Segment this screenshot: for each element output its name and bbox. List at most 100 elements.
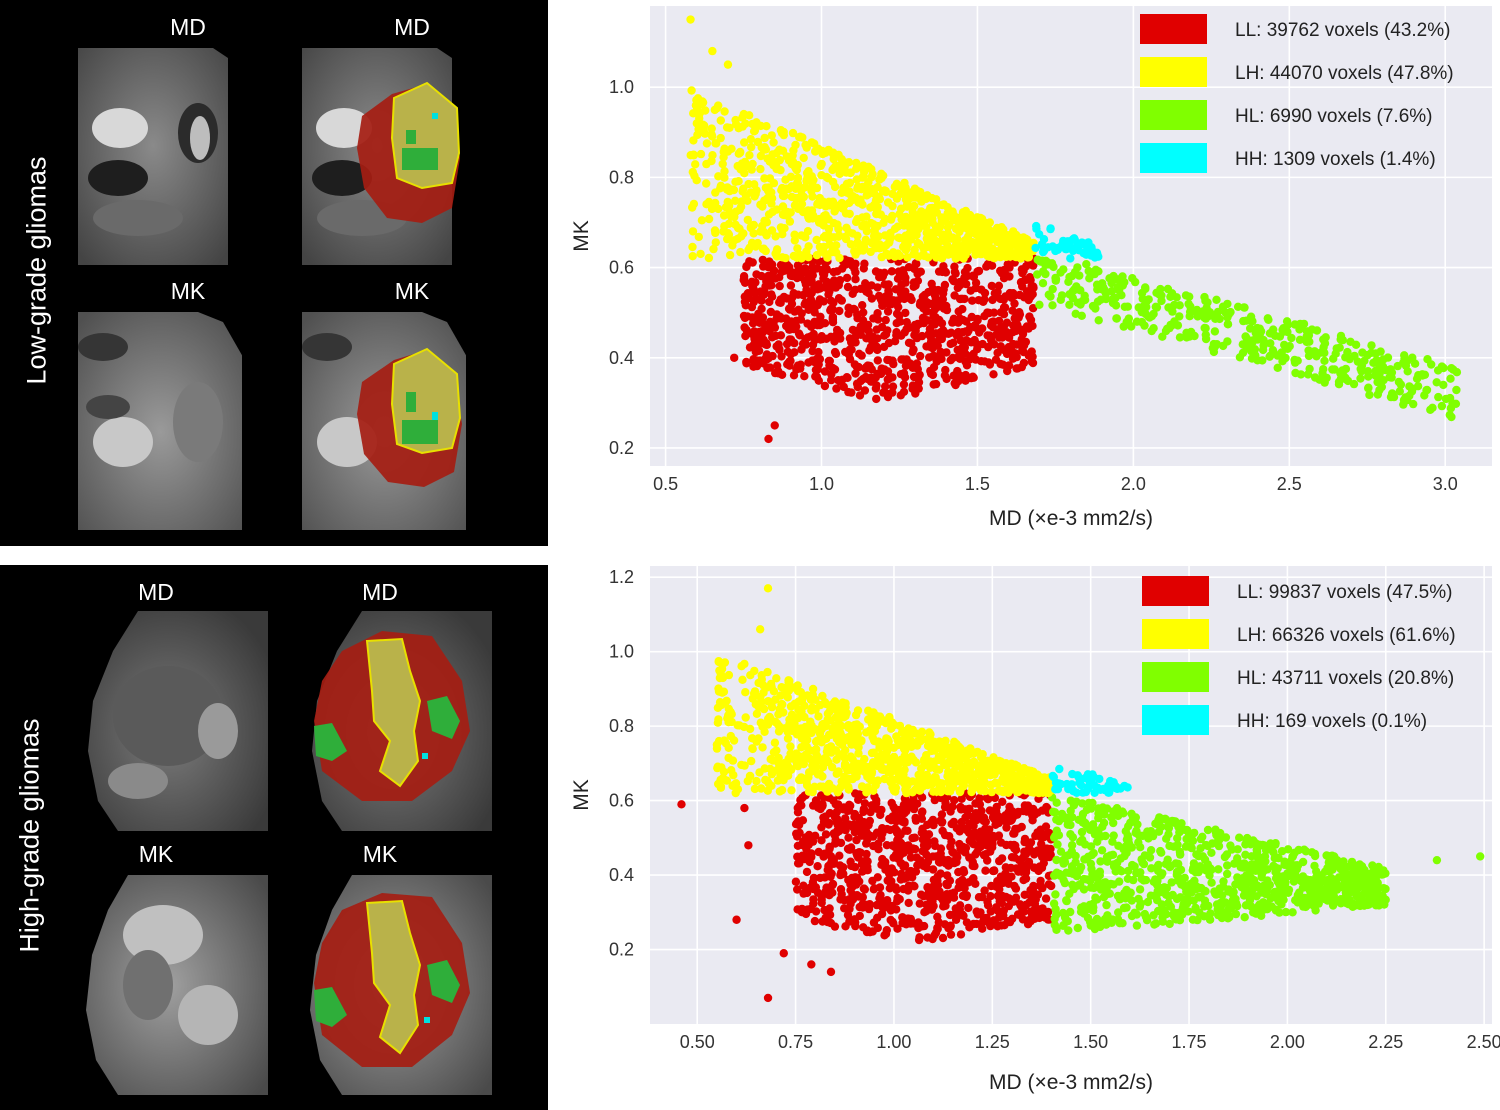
scatter-point-hl (1207, 878, 1216, 887)
scatter-point-lh (696, 149, 706, 159)
scatter-point-lh (869, 231, 879, 241)
x-tick-label: 3.0 (1433, 474, 1458, 494)
scatter-point-hl (1287, 333, 1296, 343)
scatter-point-lh (697, 216, 707, 225)
scatter-point-hl (1278, 325, 1287, 334)
scatter-point-ll (759, 290, 769, 299)
scatter-point-ll (865, 928, 875, 937)
scatter-point-ll (774, 369, 783, 378)
scatter-point-ll (940, 802, 950, 812)
scatter-point-lh (941, 216, 950, 225)
scatter-point-hl (1052, 925, 1061, 934)
scatter-point-ll (915, 899, 924, 908)
scatter-point-lh (712, 104, 722, 113)
scatter-point-lh (858, 173, 867, 182)
scatter-point-ll (919, 841, 929, 850)
y-tick-label: 0.2 (609, 940, 634, 960)
scatter-point-hl (1099, 818, 1109, 828)
scatter-point-hh (1080, 239, 1089, 248)
scatter-point-hl (1337, 883, 1346, 892)
scatter-point-hl (1157, 296, 1166, 306)
scatter-point-hl (1286, 867, 1295, 876)
scatter-point-ll (913, 861, 922, 870)
scatter-point-lh (964, 775, 973, 784)
scatter-point-ll (968, 372, 977, 381)
scatter-point-hl (1288, 851, 1298, 861)
mri-md-overlay-image (312, 611, 492, 831)
scatter-point-ll (785, 305, 795, 314)
scatter-point-hl (1098, 803, 1108, 812)
scatter-point-lh (902, 219, 911, 228)
scatter-point-hl (1226, 904, 1236, 913)
scatter-point-ll (894, 834, 903, 844)
scatter-point-ll (1024, 351, 1033, 360)
scatter-point-lh (804, 768, 814, 777)
scatter-point-ll (775, 281, 784, 291)
scatter-point-lh (1035, 778, 1044, 787)
scatter-point-hl (1146, 846, 1156, 855)
scatter-point-ll (988, 866, 998, 876)
scatter-point-hl (1386, 369, 1395, 378)
scatter-point-ll (923, 933, 932, 942)
scatter-point-ll (1006, 811, 1016, 820)
scatter-point-ll (970, 861, 979, 871)
scatter-point-lh (934, 752, 943, 762)
scatter-point-ll (908, 873, 917, 882)
scatter-point-lh (941, 736, 950, 745)
scatter-point-ll (974, 893, 984, 902)
scatter-point-hl (1437, 362, 1447, 371)
scatter-point-lh (725, 123, 734, 132)
scatter-point-lh (711, 188, 720, 197)
scatter-point-lh (914, 223, 924, 233)
scatter-point-lh (851, 710, 861, 720)
scatter-point-lh (804, 242, 813, 251)
scatter-point-ll (885, 825, 895, 835)
scatter-point-hl (1115, 877, 1124, 886)
scatter-point-ll (911, 259, 920, 268)
scatter-point-hl (1127, 843, 1136, 852)
scatter-point-ll (1003, 917, 1012, 926)
scatter-point-lh (767, 226, 777, 235)
scatter-point-lh (723, 229, 733, 238)
scatter-point-lh (923, 741, 933, 751)
scatter-point-hl (1215, 314, 1224, 324)
scatter-point-ll (964, 326, 973, 335)
scatter-point-hl (1138, 302, 1148, 311)
scatter-point-lh (736, 247, 745, 257)
scatter-point-hl (1364, 383, 1373, 392)
scatter-point-hl (1173, 834, 1182, 843)
scatter-point-lh (895, 776, 904, 785)
scatter-point-hh (1039, 235, 1049, 244)
scatter-point-ll (930, 305, 939, 314)
scatter-point-hl (1056, 871, 1065, 880)
scatter-point-ll (772, 314, 781, 323)
scatter-point-ll (884, 338, 894, 348)
scatter-point-ll (877, 805, 886, 815)
scatter-point-lh (812, 251, 822, 260)
scatter-point-ll (843, 282, 853, 292)
scatter-point-hl (1152, 892, 1161, 902)
scatter-point-hl (1289, 877, 1299, 886)
scatter-point-ll (1028, 304, 1038, 313)
scatter-point-hl (1164, 830, 1173, 839)
scatter-point-lh (853, 184, 862, 193)
scatter-point-lh (740, 138, 749, 147)
scatter-point-hl (1051, 890, 1060, 899)
scatter-point-lh (841, 754, 850, 763)
scatter-point-ll (859, 804, 869, 814)
scatter-point-hl (1144, 834, 1153, 843)
scatter-point-hl (1279, 872, 1288, 881)
scatter-point-hl (1307, 886, 1316, 895)
scatter-point-lh (985, 218, 994, 227)
scatter-point-hl (1281, 907, 1291, 917)
scatter-point-ll (911, 816, 921, 825)
scatter-point-lh (922, 222, 931, 232)
scatter-point-hl (1365, 390, 1374, 400)
scatter-point-ll (847, 261, 857, 270)
scatter-point-lh (848, 774, 857, 784)
tile-label-mk-overlay: MK (394, 278, 430, 304)
scatter-point-lh (958, 782, 968, 791)
scatter-point-hl (1201, 334, 1211, 344)
scatter-point-lh (811, 737, 821, 746)
scatter-point-hl (1139, 859, 1149, 869)
